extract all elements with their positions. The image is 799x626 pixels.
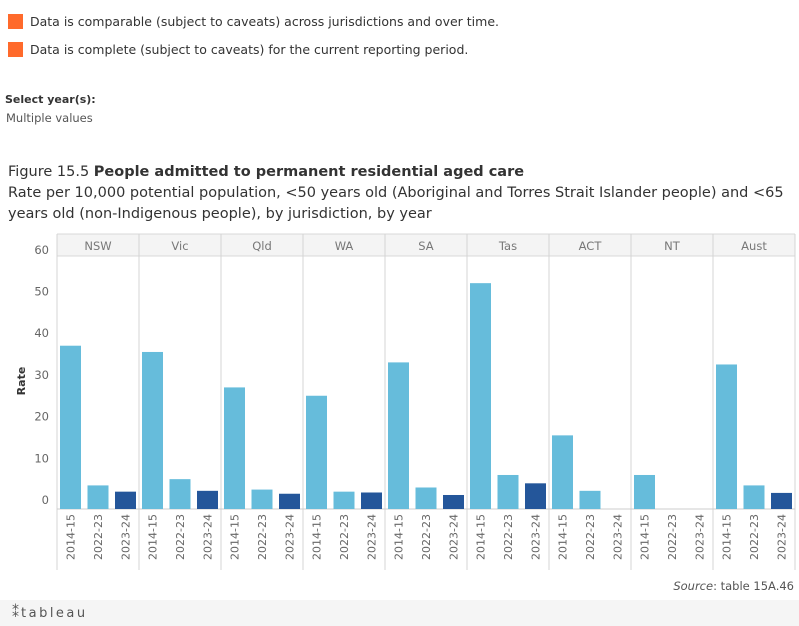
x-tick-label: 2014-15 [311,514,324,560]
bar-chart: 0 10 20 30 40 50 60 Rate NSW 2014-15 2022-23 2023-2… [15,233,796,570]
x-tick-label: 2022-23 [748,514,761,560]
bar [743,485,765,509]
bar [306,395,327,509]
bar [142,351,163,509]
legend-item-comparable: Data is comparable (subject to caveats) … [8,12,499,30]
x-tick-label: 2014-15 [475,514,488,560]
x-tick-label: 2022-23 [256,514,269,560]
x-tick-label: 2014-15 [721,514,734,560]
bar [415,487,437,509]
legend-swatch-icon [8,13,23,29]
y-tick-label: 20 [34,410,49,424]
x-tick-label: 2022-23 [92,514,105,560]
panel-header-label: Aust [741,239,767,253]
x-tick-label: 2023-24 [202,514,215,560]
bar [771,492,792,509]
bar [197,490,218,509]
legend-swatch-icon [8,41,23,57]
figure-title: People admitted to permanent residential… [93,164,525,180]
panel-header-label: Qld [252,239,272,253]
bar [87,485,109,509]
bar [251,489,273,509]
x-tick-label: 2022-23 [666,514,679,560]
bar [388,362,409,509]
y-tick-label: 60 [34,243,49,257]
figure-title-block: Figure 15.5 People admitted to permanent… [8,162,793,225]
bar [497,474,519,509]
bar [470,283,491,509]
bar [552,435,573,509]
figure-subtitle: Rate per 10,000 potential population, <5… [8,185,784,222]
bar [169,479,191,509]
panel-header-label: NT [664,239,681,253]
bar [60,345,81,509]
x-tick-label: 2014-15 [229,514,242,560]
y-tick-label: 30 [34,368,49,382]
legend-label: Data is complete (subject to caveats) fo… [30,41,469,57]
panel-header-label: ACT [579,239,603,253]
panel-header-label: Vic [171,239,188,253]
x-tick-label: 2014-15 [147,514,160,560]
bar [716,364,737,509]
x-tick-label: 2022-23 [584,514,597,560]
y-tick-label: 10 [34,451,49,465]
bar [525,483,546,509]
x-tick-label: 2023-24 [366,514,379,560]
x-tick-label: 2022-23 [174,514,187,560]
x-tick-label: 2023-24 [530,514,543,560]
x-tick-label: 2014-15 [393,514,406,560]
y-axis-label: Rate [15,367,28,396]
source-note: Source: table 15A.46 [673,579,794,593]
bar [361,492,382,509]
x-tick-label: 2014-15 [557,514,570,560]
y-tick-label: 50 [34,285,49,299]
panel-header-band [57,234,795,256]
legend-item-complete: Data is complete (subject to caveats) fo… [8,40,468,58]
panel-header-label: Tas [498,239,517,253]
x-tick-label: 2023-24 [120,514,133,560]
legend-label: Data is comparable (subject to caveats) … [30,13,499,29]
y-tick-label: 0 [42,493,49,507]
bar [579,490,601,509]
figure-number: Figure 15.5 [8,164,90,180]
panel-header-label: SA [418,239,434,253]
bar [634,474,655,509]
panel-header-label: NSW [84,239,111,253]
x-tick-label: 2023-24 [448,514,461,560]
footer-bar [0,600,799,626]
x-tick-label: 2023-24 [284,514,297,560]
x-tick-label: 2023-24 [694,514,707,560]
bar [333,491,355,509]
year-filter-dropdown[interactable]: Multiple values [6,111,93,125]
panel-header-label: WA [335,239,354,253]
tableau-logo[interactable]: ⁑ tableau [12,605,88,621]
year-filter-label: Select year(s): [5,93,96,106]
x-tick-label: 2014-15 [639,514,652,560]
bar [443,494,464,509]
x-tick-label: 2023-24 [612,514,625,560]
x-tick-label: 2014-15 [65,514,78,560]
bar [224,387,245,509]
tableau-logo-icon: ⁑ [12,605,19,621]
x-tick-label: 2023-24 [776,514,789,560]
x-tick-label: 2022-23 [502,514,515,560]
x-tick-label: 2022-23 [420,514,433,560]
x-tick-label: 2022-23 [338,514,351,560]
bar [279,493,300,509]
y-tick-label: 40 [34,326,49,340]
bar [115,491,136,509]
